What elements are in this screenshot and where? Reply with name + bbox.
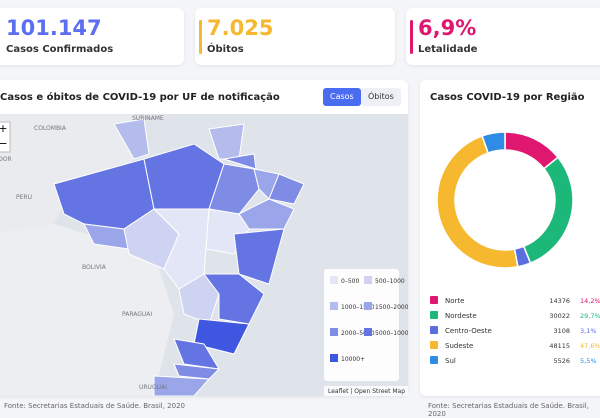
legend-swatch [430, 326, 438, 334]
legend-label: 10000+ [341, 356, 365, 363]
legend-label: Sudeste [445, 342, 473, 350]
legend-label: Sul [445, 357, 456, 365]
source: Fonte: Secretarias Estaduais de Saúde. B… [428, 402, 589, 418]
state [268, 173, 305, 205]
attribution-box [324, 386, 408, 396]
legend-swatch [330, 276, 338, 284]
percent-label: 29,7% [580, 312, 600, 320]
legend-label: 1000–1500 [341, 304, 375, 311]
legend-swatch [430, 311, 438, 319]
donut-segment [436, 135, 519, 269]
legend-label: Nordeste [445, 312, 477, 320]
place-label: PARAGUAI [122, 311, 152, 318]
value-label: 5526 [553, 357, 570, 365]
place-label: ADOR [0, 156, 12, 163]
state [153, 375, 211, 396]
legend-swatch [430, 296, 438, 304]
map-panel: Casos e óbitos de COVID-19 por UF de not… [0, 80, 408, 396]
place-label: PERU [16, 194, 32, 201]
zoom-out[interactable]: − [0, 137, 8, 150]
attribution: Leaflet | Open Street Map [328, 388, 405, 395]
tab-button[interactable]: Óbitos [361, 88, 401, 106]
card-value: 6,9% [418, 16, 477, 40]
donut-segment [522, 156, 574, 265]
legend-swatch [364, 328, 372, 336]
legend-swatch [430, 356, 438, 364]
legend-label: 1500–2000 [375, 304, 408, 311]
state [178, 273, 220, 325]
card-label: Casos Confirmados [6, 44, 114, 55]
legend-label: 5000–10000 [375, 330, 408, 337]
legend-swatch [430, 341, 438, 349]
card-label: Letalidade [418, 44, 478, 55]
legend-swatch [364, 276, 372, 284]
value-label: 48115 [549, 342, 570, 350]
legend-label: 0–500 [341, 278, 359, 285]
percent-label: 3,1% [580, 327, 597, 335]
value-label: 30022 [549, 312, 570, 320]
place-label: BOLIVIA [82, 264, 107, 271]
legend-label: Norte [445, 297, 464, 305]
zoom-control [0, 121, 11, 153]
panel-title: Casos e óbitos de COVID-19 por UF de not… [0, 92, 280, 103]
place-label: SURINAME [132, 115, 164, 122]
place-label: URUGUAI [139, 384, 167, 391]
value-label: 14376 [549, 297, 570, 305]
legend-label: 500–1000 [375, 278, 405, 285]
states [53, 118, 305, 396]
source: Fonte: Secretarias Estaduais de Saúde. B… [4, 402, 185, 410]
state [193, 318, 250, 355]
map: + − COLOMBIA SURINAME ADOR PERU BOLIVIA PARAG… [0, 114, 408, 396]
card-accent [199, 20, 202, 54]
panel-title: Casos COVID-19 por Região [430, 92, 585, 103]
state [113, 118, 150, 160]
card-value: 7.025 [207, 16, 274, 40]
land [0, 224, 174, 396]
legend-swatch [364, 302, 372, 310]
legend-label: Centro-Oeste [445, 327, 492, 335]
chart-panel: Casos COVID-19 por Região Norte 14376 14,2… [420, 80, 600, 396]
card: 7.025 Óbitos [195, 8, 395, 65]
legend-swatch [330, 302, 338, 310]
card: 6,9% Letalidade [406, 8, 600, 65]
percent-label: 47,6% [580, 342, 600, 350]
card: 101.147 Casos Confirmados [0, 8, 184, 65]
card-label: Óbitos [207, 44, 244, 55]
place-label: COLOMBIA [34, 125, 67, 132]
value-label: 3108 [553, 327, 570, 335]
chart: Norte 14376 14,2% Nordeste 30022 29,7% Centro-… [430, 131, 600, 365]
card-value: 101.147 [6, 16, 102, 40]
legend-box [324, 269, 399, 381]
card-accent [410, 20, 413, 54]
percent-label: 5,5% [580, 357, 597, 365]
percent-label: 14,2% [580, 297, 600, 305]
zoom-in[interactable]: + [0, 122, 8, 135]
legend-swatch [330, 328, 338, 336]
legend-label: 2000–5000 [341, 330, 375, 337]
legend-swatch [330, 354, 338, 362]
donut-segment [481, 131, 506, 154]
tab-button[interactable]: Casos [323, 88, 361, 106]
state [233, 228, 285, 285]
state [223, 153, 257, 170]
